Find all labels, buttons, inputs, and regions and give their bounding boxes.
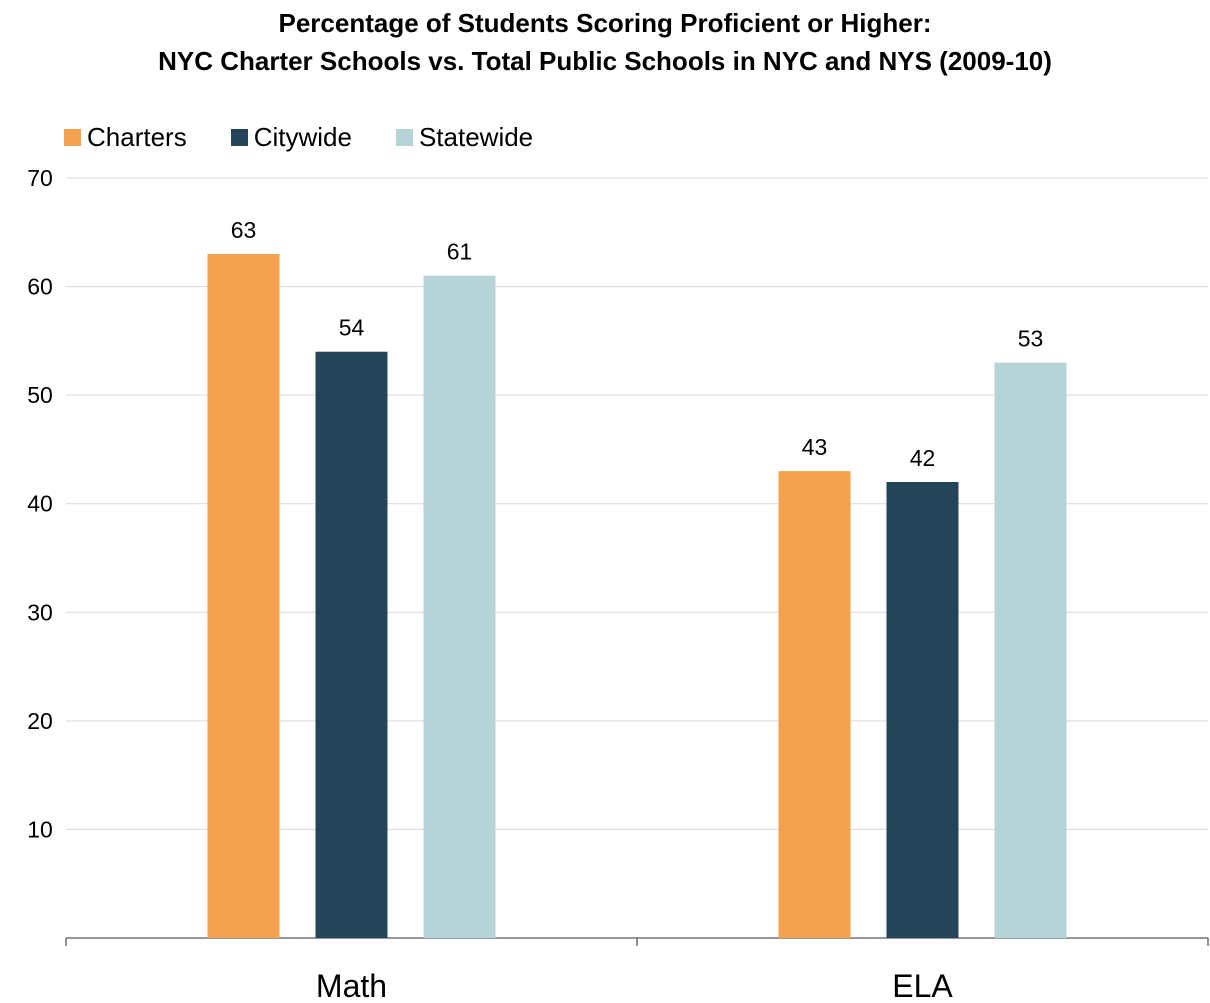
y-tick-label: 70 (27, 165, 53, 191)
bar-charters-math (207, 254, 280, 938)
data-label: 53 (1018, 326, 1044, 352)
data-label: 43 (802, 434, 828, 460)
y-tick-label: 60 (27, 274, 53, 300)
legend-swatch-statewide (395, 129, 413, 146)
chart-legend: Charters Citywide Statewide (64, 122, 577, 153)
legend-label-statewide: Statewide (418, 122, 534, 152)
chart-title-line-2: NYC Charter Schools vs. Total Public Sch… (158, 46, 1052, 76)
y-tick-label: 30 (27, 599, 53, 625)
legend-swatch-citywide (230, 129, 248, 146)
y-tick-label: 10 (27, 816, 53, 842)
x-category-label: Math (316, 968, 387, 1003)
x-category-label: ELA (892, 968, 953, 1003)
data-label: 61 (447, 239, 473, 265)
legend-label-charters: Charters (87, 122, 187, 152)
y-tick-label: 20 (27, 708, 53, 734)
chart-title: Percentage of Students Scoring Proficien… (0, 4, 1210, 80)
chart-title-line-1: Percentage of Students Scoring Proficien… (278, 8, 932, 38)
data-label: 63 (231, 217, 257, 243)
data-label: 42 (910, 445, 936, 471)
legend-swatch-charters (64, 129, 81, 146)
legend-item-charters: Charters (64, 122, 187, 153)
legend-item-statewide: Statewide (395, 122, 534, 153)
bar-citywide-ela (886, 482, 959, 938)
bar-statewide-math (423, 275, 496, 938)
bar-citywide-math (315, 351, 388, 938)
data-label: 54 (339, 315, 365, 341)
bar-charters-ela (778, 471, 851, 938)
y-tick-label: 50 (27, 382, 53, 408)
y-tick-label: 40 (27, 491, 53, 517)
legend-label-citywide: Citywide (253, 122, 352, 152)
legend-item-citywide: Citywide (230, 122, 352, 153)
bar-statewide-ela (994, 362, 1067, 939)
